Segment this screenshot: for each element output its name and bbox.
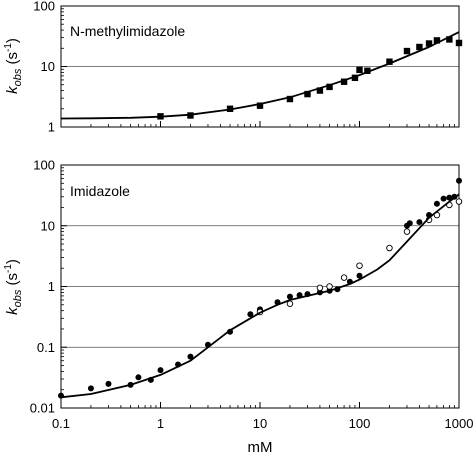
y-axis-label: kobs (s-1) bbox=[3, 38, 24, 94]
data-point-filled bbox=[286, 293, 293, 300]
data-point-open bbox=[326, 283, 333, 290]
panel-label: N-methylimidazole bbox=[70, 23, 185, 39]
data-point-square bbox=[386, 58, 393, 65]
data-point-filled bbox=[87, 385, 94, 392]
fit-curve bbox=[60, 31, 460, 120]
data-point-square bbox=[304, 90, 311, 98]
y-tick-label: 10 bbox=[41, 59, 55, 74]
x-axis-label: mM bbox=[248, 439, 273, 456]
data-point-square bbox=[340, 78, 348, 85]
x-tick-label: 0.1 bbox=[52, 416, 70, 431]
data-point-square bbox=[356, 66, 363, 74]
data-point-open bbox=[286, 300, 294, 308]
data-point-square bbox=[256, 102, 264, 109]
x-tick-label: 10 bbox=[253, 416, 267, 431]
data-point-filled bbox=[406, 220, 413, 227]
data-point-filled bbox=[356, 272, 363, 279]
plot-frame bbox=[60, 164, 460, 409]
data-point-square bbox=[416, 43, 423, 51]
y-tick-label: 100 bbox=[33, 0, 55, 14]
data-point-square bbox=[326, 83, 333, 91]
data-point-open bbox=[403, 228, 411, 235]
data-point-filled bbox=[416, 219, 423, 226]
data-point-open bbox=[455, 198, 463, 205]
x-tick-label: 100 bbox=[349, 416, 371, 431]
data-point-filled bbox=[247, 311, 254, 318]
data-point-square bbox=[425, 40, 433, 47]
data-point-filled bbox=[135, 374, 142, 381]
data-point-filled bbox=[157, 367, 164, 374]
data-point-square bbox=[455, 39, 463, 47]
data-point-square bbox=[446, 36, 453, 43]
y-tick-label: 1 bbox=[48, 120, 55, 135]
y-tick-label: 0.01 bbox=[30, 401, 55, 416]
y-tick-label: 1 bbox=[48, 279, 55, 294]
data-point-square bbox=[316, 87, 324, 94]
data-point-filled bbox=[456, 177, 462, 184]
panel-label: Imidazole bbox=[70, 183, 130, 199]
y-tick-label: 100 bbox=[33, 158, 55, 173]
data-point-square bbox=[286, 95, 294, 103]
data-point-square bbox=[433, 37, 441, 44]
x-tick-label: 1000 bbox=[445, 416, 474, 431]
data-point-open bbox=[316, 284, 324, 292]
y-tick-label: 10 bbox=[41, 218, 55, 233]
panel-n-methylimidazole: 1 10 100 kobs (s-1) N-methylimidazole bbox=[3, 0, 463, 135]
x-tick-label: 1 bbox=[157, 416, 164, 431]
y-axis-label: kobs (s-1) bbox=[3, 259, 24, 315]
data-point-filled bbox=[433, 200, 440, 207]
data-point-square bbox=[351, 74, 359, 82]
fit-curve bbox=[60, 193, 460, 399]
data-point-filled bbox=[446, 194, 453, 201]
data-point-open bbox=[340, 274, 348, 281]
data-point-filled bbox=[105, 380, 112, 387]
y-tick-label: 0.1 bbox=[37, 340, 55, 355]
data-point-filled bbox=[440, 195, 447, 202]
plot-frame bbox=[60, 5, 460, 128]
data-point-square bbox=[403, 47, 411, 55]
data-point-open bbox=[356, 262, 363, 269]
data-point-open bbox=[386, 244, 393, 252]
data-point-filled bbox=[187, 353, 194, 360]
data-point-square bbox=[364, 67, 371, 74]
